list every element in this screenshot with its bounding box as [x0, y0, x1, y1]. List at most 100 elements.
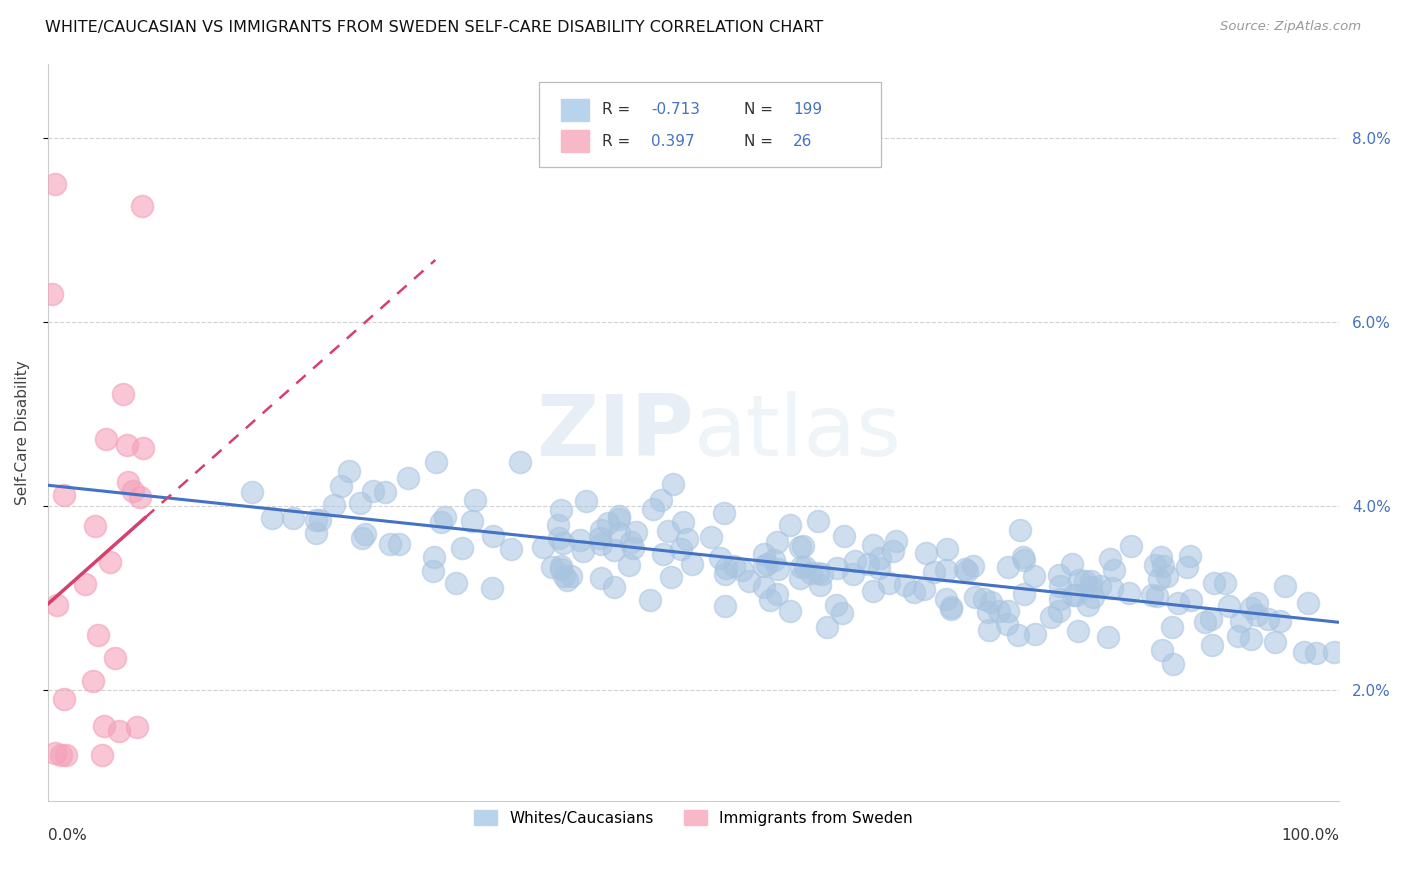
Point: [1088, 579, 1111, 593]
Point: [792, 539, 814, 553]
Point: [1080, 574, 1102, 588]
Point: [98, 555, 121, 569]
Point: [713, 566, 735, 581]
Point: [980, 594, 1002, 608]
Point: [555, 574, 578, 588]
Point: [481, 581, 503, 595]
Point: [939, 602, 962, 616]
Point: [650, 493, 672, 508]
Point: [1149, 573, 1171, 587]
Point: [789, 571, 811, 585]
Point: [976, 606, 998, 620]
Point: [1150, 643, 1173, 657]
Point: [1152, 559, 1174, 574]
Point: [460, 514, 482, 528]
Point: [548, 531, 571, 545]
Point: [1230, 614, 1253, 628]
Point: [1049, 591, 1071, 606]
Point: [572, 543, 595, 558]
Point: [52, 692, 75, 706]
Point: [305, 513, 328, 527]
Text: R =: R =: [602, 103, 630, 117]
Point: [45, 598, 67, 612]
Point: [73, 577, 96, 591]
Point: [49, 747, 72, 762]
Point: [862, 538, 884, 552]
Point: [672, 515, 695, 529]
Point: [657, 524, 679, 539]
Point: [1240, 601, 1263, 615]
Point: [322, 499, 344, 513]
Point: [621, 541, 644, 556]
Point: [589, 523, 612, 537]
Point: [713, 506, 735, 520]
Point: [831, 607, 853, 621]
Point: [869, 550, 891, 565]
Point: [1066, 624, 1088, 639]
Text: WHITE/CAUCASIAN VS IMMIGRANTS FROM SWEDEN SELF-CARE DISABILITY CORRELATION CHART: WHITE/CAUCASIAN VS IMMIGRANTS FROM SWEDE…: [45, 20, 824, 35]
Point: [825, 561, 848, 575]
Text: R =: R =: [602, 134, 630, 149]
Point: [531, 540, 554, 554]
Point: [464, 493, 486, 508]
Point: [1066, 588, 1088, 602]
FancyBboxPatch shape: [561, 99, 589, 120]
Point: [626, 525, 648, 540]
Point: [765, 587, 787, 601]
Point: [844, 554, 866, 568]
Point: [1227, 629, 1250, 643]
Point: [882, 544, 904, 558]
Point: [815, 620, 838, 634]
Point: [363, 483, 385, 498]
Point: [41, 287, 63, 301]
Point: [550, 502, 572, 516]
Point: [609, 526, 631, 541]
Point: [425, 454, 447, 468]
Point: [1010, 523, 1032, 537]
Point: [965, 590, 987, 604]
Point: [82, 674, 104, 689]
Point: [1049, 579, 1071, 593]
Point: [308, 513, 330, 527]
Point: [824, 599, 846, 613]
Point: [550, 562, 572, 576]
Point: [1175, 559, 1198, 574]
Point: [1098, 551, 1121, 566]
Point: [641, 502, 664, 516]
Point: [509, 455, 531, 469]
Point: [396, 471, 419, 485]
Point: [450, 541, 472, 555]
Point: [903, 585, 925, 599]
Point: [240, 484, 263, 499]
Point: [766, 562, 789, 576]
Point: [433, 510, 456, 524]
Point: [789, 540, 811, 554]
Point: [1246, 596, 1268, 610]
Point: [1213, 575, 1236, 590]
Point: [131, 199, 153, 213]
Point: [1146, 589, 1168, 603]
Point: [962, 558, 984, 573]
Point: [330, 479, 353, 493]
Point: [1077, 598, 1099, 612]
Point: [482, 529, 505, 543]
Point: [922, 565, 945, 579]
Point: [1074, 574, 1097, 589]
Point: [591, 571, 613, 585]
Point: [547, 518, 569, 533]
Point: [1199, 612, 1222, 626]
Point: [1060, 557, 1083, 571]
Point: [681, 557, 703, 571]
Point: [260, 511, 283, 525]
Point: [55, 747, 77, 762]
Point: [1201, 638, 1223, 652]
Point: [122, 484, 145, 499]
Point: [790, 559, 813, 574]
Point: [723, 558, 745, 573]
Point: [104, 651, 127, 665]
Point: [96, 433, 118, 447]
Point: [752, 547, 775, 561]
Point: [652, 547, 675, 561]
Point: [935, 564, 957, 578]
Point: [1268, 615, 1291, 629]
